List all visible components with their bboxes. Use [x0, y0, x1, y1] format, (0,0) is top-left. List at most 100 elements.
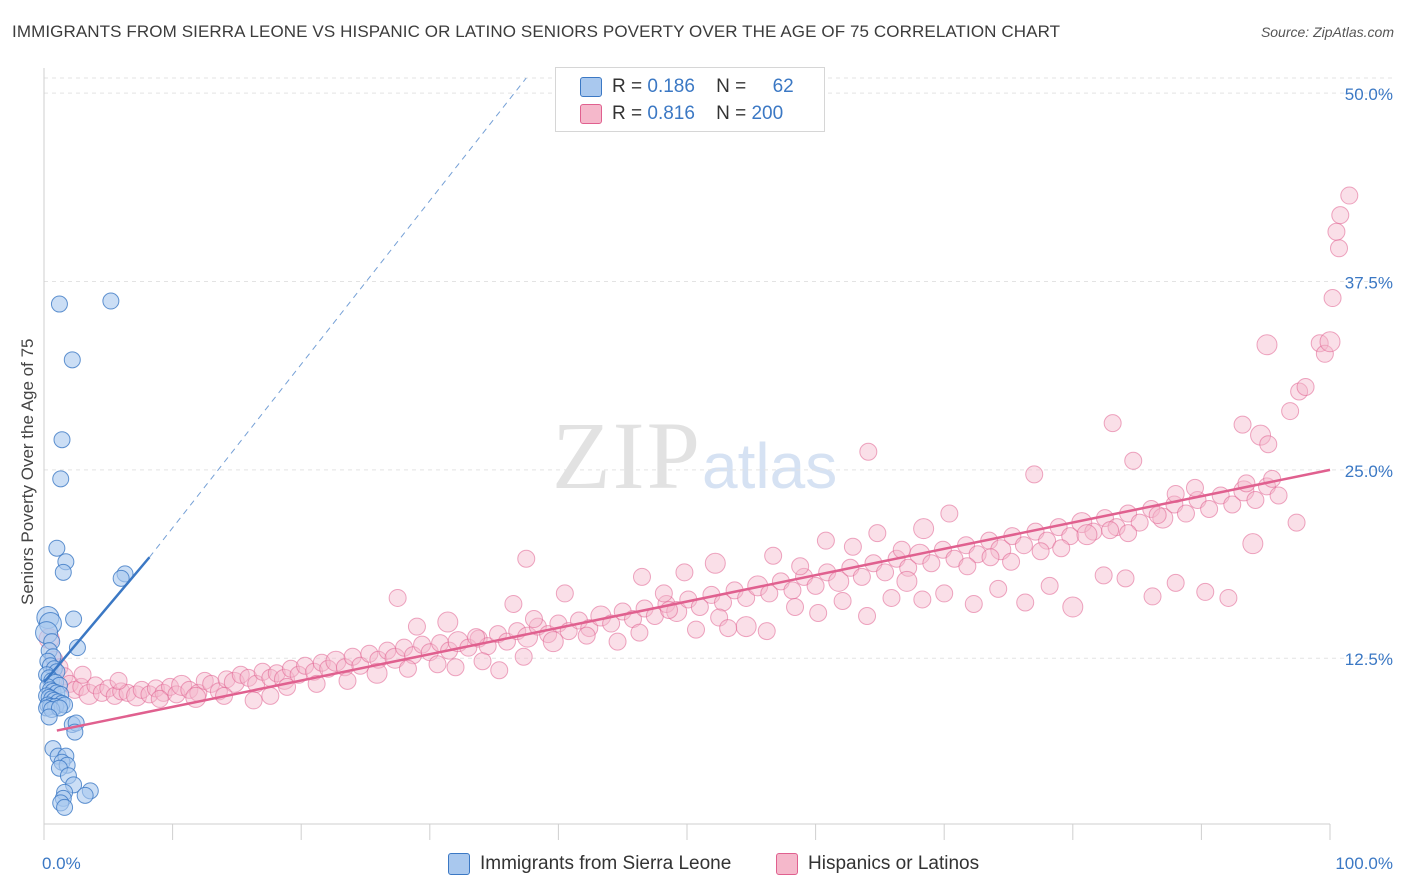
sierra-leone-point: [48, 539, 66, 557]
n-value: 62: [772, 76, 794, 97]
hispanics-point: [446, 658, 465, 677]
sierra-leone-point: [56, 798, 74, 816]
n-value: 200: [751, 103, 784, 124]
sierra-leone-point: [52, 470, 70, 488]
hispanics-point: [1185, 478, 1204, 497]
hispanics-point: [514, 647, 533, 666]
hispanics-point: [1101, 521, 1120, 540]
hispanics-point: [630, 623, 649, 642]
hispanics-point: [1319, 331, 1341, 353]
hispanics-point: [504, 594, 523, 613]
x-tick-label: 100.0%: [1335, 854, 1393, 873]
sierra-leone-trendline: [43, 556, 151, 684]
hispanics-point: [704, 552, 726, 574]
sierra-leone-point: [112, 569, 130, 587]
hispanics-point: [1223, 495, 1242, 514]
hispanics-point: [858, 607, 877, 626]
hispanics-point: [1130, 513, 1149, 532]
hispanics-point: [388, 588, 407, 607]
hispanics-point: [791, 557, 810, 576]
hispanics-point: [859, 442, 878, 461]
hispanics-point: [786, 597, 805, 616]
legend-label: Hispanics or Latinos: [808, 853, 980, 874]
hispanics-point: [1315, 344, 1334, 363]
hispanics-point: [816, 531, 835, 550]
hispanics-point: [719, 619, 738, 638]
hispanics-point: [407, 617, 426, 636]
hispanics-point: [922, 554, 941, 573]
hispanics-point: [1290, 382, 1309, 401]
hispanics-point: [666, 601, 688, 623]
hispanics-point: [118, 683, 137, 702]
hispanics-point: [1076, 524, 1098, 546]
hispanics-point: [413, 635, 432, 654]
hispanics-point: [833, 591, 852, 610]
hispanics-point: [783, 581, 802, 600]
hispanics-point: [524, 610, 543, 629]
hispanics-point: [244, 691, 263, 710]
r-label: R =: [612, 103, 643, 124]
hispanics-point: [307, 674, 326, 693]
hispanics-point: [958, 557, 977, 576]
hispanics-point: [608, 632, 627, 651]
pink-swatch-icon: [580, 104, 602, 124]
hispanics-point: [981, 548, 1000, 567]
sierra-leone-point: [40, 708, 58, 726]
hispanics-point: [360, 644, 379, 663]
hispanics-point: [1263, 469, 1282, 488]
sierra-leone-point: [65, 610, 83, 628]
hispanics-point: [1031, 542, 1050, 561]
hispanics-point: [1103, 414, 1122, 433]
hispanics-point: [710, 608, 729, 627]
hispanics-point: [964, 594, 983, 613]
sierra-leone-point: [76, 786, 94, 804]
hispanics-point: [1014, 536, 1033, 555]
r-value: 0.816: [647, 103, 695, 124]
hispanics-point: [1002, 552, 1021, 571]
hispanics-point: [577, 626, 596, 645]
watermark: ZIPatlas: [552, 400, 837, 511]
sierra-leone-point: [68, 639, 86, 657]
hispanics-point: [1327, 222, 1346, 241]
x-tick-label: 0.0%: [42, 854, 81, 873]
hispanics-point: [580, 619, 599, 638]
legend-item-hispanics[interactable]: Hispanics or Latinos: [776, 852, 979, 876]
r-value: 0.186: [647, 76, 695, 97]
hispanics-point: [1143, 587, 1162, 606]
hispanics-point: [843, 537, 862, 556]
hispanics-point: [1196, 582, 1215, 601]
pink-swatch-icon: [776, 853, 798, 875]
hispanics-point: [1281, 402, 1300, 421]
hispanics-point: [687, 620, 706, 639]
legend-item-sierra-leone[interactable]: Immigrants from Sierra Leone: [448, 852, 731, 876]
n-label: N =: [716, 103, 747, 124]
hispanics-point: [278, 677, 297, 696]
hispanics-point: [261, 686, 280, 705]
hispanics-point: [1061, 527, 1080, 546]
sierra-leone-point: [54, 563, 72, 581]
stats-row-hispanics: R = 0.816 N = 200: [580, 102, 783, 126]
hispanics-point: [161, 677, 180, 696]
hispanics-point: [602, 614, 621, 633]
hispanics-point: [1323, 289, 1342, 308]
hispanics-point: [1176, 504, 1195, 523]
hispanics-point: [517, 549, 536, 568]
hispanics-point: [852, 567, 871, 586]
hispanics-point: [1038, 531, 1057, 550]
hispanics-point: [1287, 513, 1306, 532]
hispanics-point: [806, 576, 825, 595]
hispanics-point: [1331, 206, 1350, 225]
y-tick-label: 37.5%: [1345, 273, 1393, 292]
hispanics-point: [876, 563, 895, 582]
hispanics-point: [1148, 506, 1167, 525]
hispanics-point: [73, 665, 92, 684]
stats-legend: R = 0.186 N = 62 R = 0.816 N = 200: [555, 67, 825, 132]
hispanics-trendline: [56, 468, 1331, 732]
hispanics-point: [1040, 576, 1059, 595]
hispanics-point: [1166, 573, 1185, 592]
watermark-zip: ZIP: [552, 402, 702, 509]
sierra-leone-point: [53, 431, 71, 449]
hispanics-point: [1052, 539, 1071, 558]
hispanics-point: [1200, 500, 1219, 519]
hispanics-point: [542, 631, 564, 653]
